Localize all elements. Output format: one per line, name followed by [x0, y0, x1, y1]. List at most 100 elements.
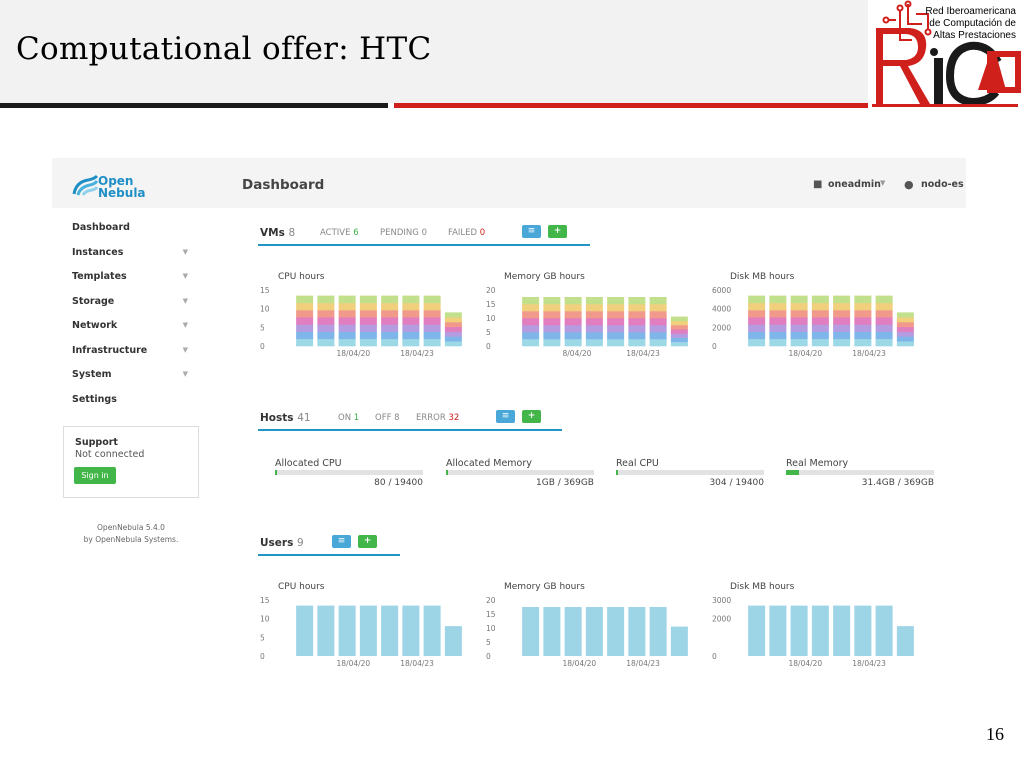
- bar-segment: [790, 310, 808, 318]
- vms-pending[interactable]: PENDING 0: [380, 228, 427, 238]
- x-tick-label: 18/04/20: [789, 659, 823, 668]
- bar-segment: [748, 310, 766, 318]
- hosts-error[interactable]: ERROR 32: [416, 413, 459, 423]
- bar-segment: [338, 295, 356, 304]
- y-tick-label: 10: [486, 624, 496, 633]
- bar-segment: [769, 302, 787, 311]
- slide-title: Computational offer: HTC: [16, 31, 432, 67]
- hosts-on-count: 1: [353, 413, 360, 423]
- bar-segment: [317, 324, 335, 332]
- chart-plot: 20 15 10 5 0 8/04/20 18/04/23: [486, 286, 688, 358]
- bar-segment: [896, 312, 914, 318]
- sidebar-item-label: Dashboard: [72, 222, 130, 233]
- gauge-fill: [275, 470, 278, 475]
- vms-title[interactable]: VMs 8: [260, 227, 295, 239]
- bar-segment: [748, 317, 766, 325]
- y-tick-label: 10: [260, 615, 270, 624]
- users-title[interactable]: Users 9: [260, 537, 304, 549]
- gauge-label: Allocated Memory: [446, 458, 532, 469]
- y-tick-label: 0: [260, 342, 265, 351]
- chart-plot: 15 10 5 0 18/04/20 18/04/23: [260, 286, 462, 358]
- bar: [564, 607, 582, 656]
- bar: [296, 605, 314, 656]
- sidebar-item-label: System: [72, 369, 112, 380]
- gauge-track: [786, 470, 934, 475]
- bar-segment: [359, 324, 377, 332]
- bar-segment: [423, 302, 441, 311]
- user-menu[interactable]: oneadmin: [828, 179, 881, 190]
- vms-failed[interactable]: FAILED 0: [448, 228, 485, 238]
- plus-icon[interactable]: +: [358, 535, 377, 548]
- plus-icon[interactable]: +: [522, 410, 541, 423]
- sidebar-item-network[interactable]: Network ▼: [72, 320, 192, 345]
- bar-segment: [670, 320, 688, 326]
- bar-segment: [875, 324, 893, 332]
- chart-title: CPU hours: [278, 272, 325, 282]
- vms-failed-count: 0: [479, 228, 486, 238]
- y-tick-label: 4000: [712, 305, 731, 314]
- chevron-down-icon: ▼: [182, 321, 188, 329]
- brand[interactable]: Open Nebula: [52, 158, 210, 208]
- zone-selector[interactable]: nodo-es: [921, 179, 964, 190]
- gauge-label: Real CPU: [616, 458, 659, 469]
- bar-segment: [833, 302, 851, 311]
- sidebar-item-instances[interactable]: Instances ▼: [72, 247, 192, 272]
- chart-title: Disk MB hours: [730, 582, 795, 592]
- bar-segment: [607, 325, 625, 333]
- bar-segment: [670, 341, 688, 347]
- version-info: OpenNebula 5.4.0 by OpenNebula Systems.: [52, 522, 210, 546]
- hosts-off[interactable]: OFF 8: [375, 413, 400, 423]
- bar: [811, 605, 829, 656]
- gauge-allocated-memory: Allocated Memory 1GB / 369GB: [446, 458, 594, 498]
- bar-segment: [628, 297, 646, 305]
- bar: [381, 605, 399, 656]
- list-icon[interactable]: ≡: [332, 535, 351, 548]
- bar-segment: [854, 302, 872, 311]
- hosts-on[interactable]: ON 1: [338, 413, 359, 423]
- bar-segment: [833, 295, 851, 304]
- sign-in-button[interactable]: Sign in: [74, 467, 116, 484]
- bar-segment: [522, 325, 540, 333]
- list-icon[interactable]: ≡: [496, 410, 515, 423]
- globe-icon[interactable]: ●: [904, 178, 914, 191]
- gauge-value: 304 / 19400: [709, 478, 764, 488]
- list-icon[interactable]: ≡: [522, 225, 541, 238]
- sidebar-item-settings[interactable]: Settings: [72, 394, 192, 419]
- user-icon[interactable]: ■: [813, 179, 823, 190]
- bar-segment: [790, 302, 808, 311]
- sidebar-item-label: Templates: [72, 271, 127, 282]
- bar-segment: [381, 295, 399, 304]
- bar-segment: [296, 317, 314, 325]
- vms-active[interactable]: ACTIVE 6: [320, 228, 359, 238]
- sidebar-item-dashboard[interactable]: Dashboard: [72, 222, 192, 247]
- bar-segment: [381, 317, 399, 325]
- sidebar-item-storage[interactable]: Storage ▼: [72, 296, 192, 321]
- bar-segment: [522, 304, 540, 312]
- bar-segment: [423, 331, 441, 340]
- bar-segment: [564, 332, 582, 340]
- x-tick-label: 8/04/20: [563, 349, 592, 358]
- y-tick-label: 15: [260, 596, 270, 605]
- bar: [317, 605, 335, 656]
- sidebar-item-infrastructure[interactable]: Infrastructure ▼: [72, 345, 192, 370]
- slide-header: Computational offer: HTC: [0, 0, 868, 103]
- brand-line-1: Open: [98, 174, 134, 188]
- version-line-2: by OpenNebula Systems.: [83, 535, 179, 544]
- chevron-down-icon[interactable]: ▼: [880, 179, 886, 187]
- version-line-1: OpenNebula 5.4.0: [97, 523, 165, 532]
- bar-segment: [649, 339, 667, 347]
- bar-segment: [423, 324, 441, 332]
- logo-org-line-2: de Computación de: [929, 18, 1016, 29]
- y-tick-label: 15: [260, 286, 270, 295]
- bar-segment: [769, 317, 787, 325]
- bar-segment: [564, 325, 582, 333]
- bar-segment: [543, 318, 561, 326]
- bar-segment: [444, 336, 462, 342]
- hosts-title[interactable]: Hosts 41: [260, 412, 311, 424]
- plus-icon[interactable]: +: [548, 225, 567, 238]
- bar-segment: [338, 310, 356, 318]
- sidebar-item-system[interactable]: System ▼: [72, 369, 192, 394]
- vms-title-label: VMs: [260, 227, 285, 239]
- bar-segment: [585, 325, 603, 333]
- sidebar-item-templates[interactable]: Templates ▼: [72, 271, 192, 296]
